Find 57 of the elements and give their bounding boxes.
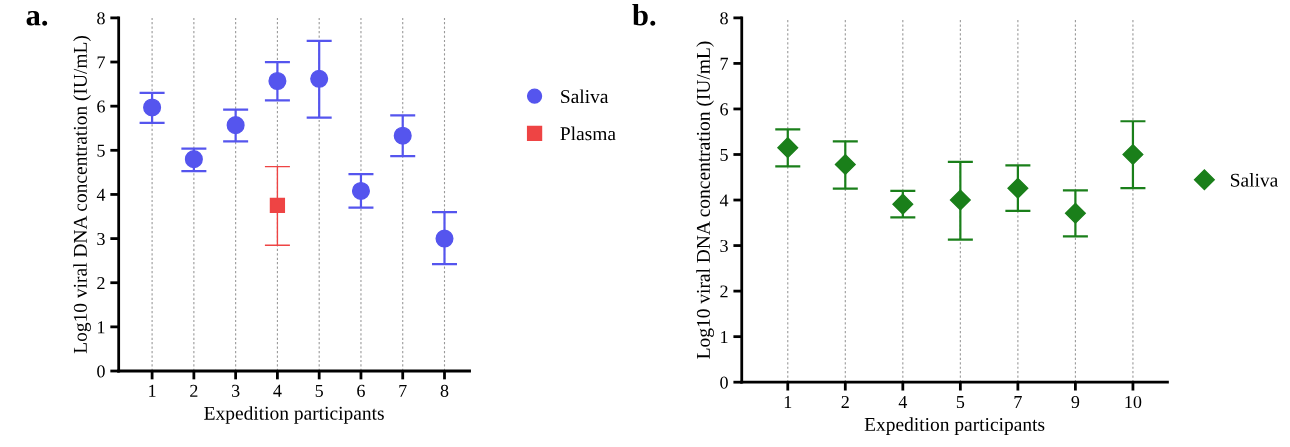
legend-label: Saliva xyxy=(561,89,609,104)
y-axis-title: Log10 viral DNA concentration (IU/mL) xyxy=(696,41,714,359)
x-tick-label: 4 xyxy=(898,396,908,408)
x-tick-label: 4 xyxy=(273,384,282,397)
x-tick-label: 2 xyxy=(190,384,198,397)
y-tick-label: 7 xyxy=(97,56,105,69)
y-tick-label: 8 xyxy=(97,12,105,25)
chart-title: a. xyxy=(26,10,48,26)
x-tick-label: 1 xyxy=(149,384,156,397)
y-tick-label: 4 xyxy=(719,194,729,207)
x-tick-label: 5 xyxy=(315,384,323,397)
x-tick-label: 7 xyxy=(1014,396,1022,408)
x-tick-label: 10 xyxy=(1125,395,1142,409)
point xyxy=(1007,177,1029,199)
y-tick-label: 7 xyxy=(720,57,729,70)
y-tick-label: 1 xyxy=(98,321,105,334)
point xyxy=(1122,143,1144,166)
y-tick-label: 0 xyxy=(97,365,105,378)
y-tick-label: 0 xyxy=(720,376,728,389)
point xyxy=(393,126,412,145)
point xyxy=(143,98,162,117)
x-tick-label: 8 xyxy=(440,384,449,397)
x-tick-label: 2 xyxy=(841,395,849,408)
point xyxy=(269,197,286,214)
y-tick-label: 2 xyxy=(97,277,105,289)
x-axis-title: Expedition participants xyxy=(864,417,1045,435)
point xyxy=(310,69,329,88)
x-tick-label: 3 xyxy=(231,384,240,397)
x-tick-label: 7 xyxy=(399,384,407,397)
point xyxy=(268,71,287,91)
y-tick-label: 6 xyxy=(97,100,105,113)
chart-title: b. xyxy=(632,4,656,26)
point xyxy=(184,150,203,169)
x-tick-label: 1 xyxy=(784,395,792,408)
y-tick-label: 4 xyxy=(96,188,106,201)
legend-label: Plasma xyxy=(560,126,616,141)
point xyxy=(351,181,370,200)
x-axis-title: Expedition participants xyxy=(204,406,384,424)
point xyxy=(949,189,971,211)
y-axis-title: Log10 viral DNA concentration (IU/mL) xyxy=(73,36,91,354)
y-tick-label: 8 xyxy=(720,12,728,25)
legend-label: Saliva xyxy=(1230,173,1279,187)
x-tick-label: 5 xyxy=(956,396,965,409)
x-tick-label: 9 xyxy=(1071,395,1080,409)
y-tick-label: 2 xyxy=(720,285,728,298)
point xyxy=(435,229,454,248)
point xyxy=(226,116,245,135)
point xyxy=(1064,202,1086,224)
x-tick-label: 6 xyxy=(357,384,365,397)
y-tick-label: 3 xyxy=(97,232,105,246)
y-tick-label: 6 xyxy=(720,103,729,116)
point xyxy=(834,153,856,176)
point xyxy=(777,137,799,159)
y-tick-label: 5 xyxy=(720,148,728,161)
y-tick-label: 3 xyxy=(720,239,728,253)
y-tick-label: 5 xyxy=(97,144,105,157)
y-tick-label: 1 xyxy=(721,330,728,343)
